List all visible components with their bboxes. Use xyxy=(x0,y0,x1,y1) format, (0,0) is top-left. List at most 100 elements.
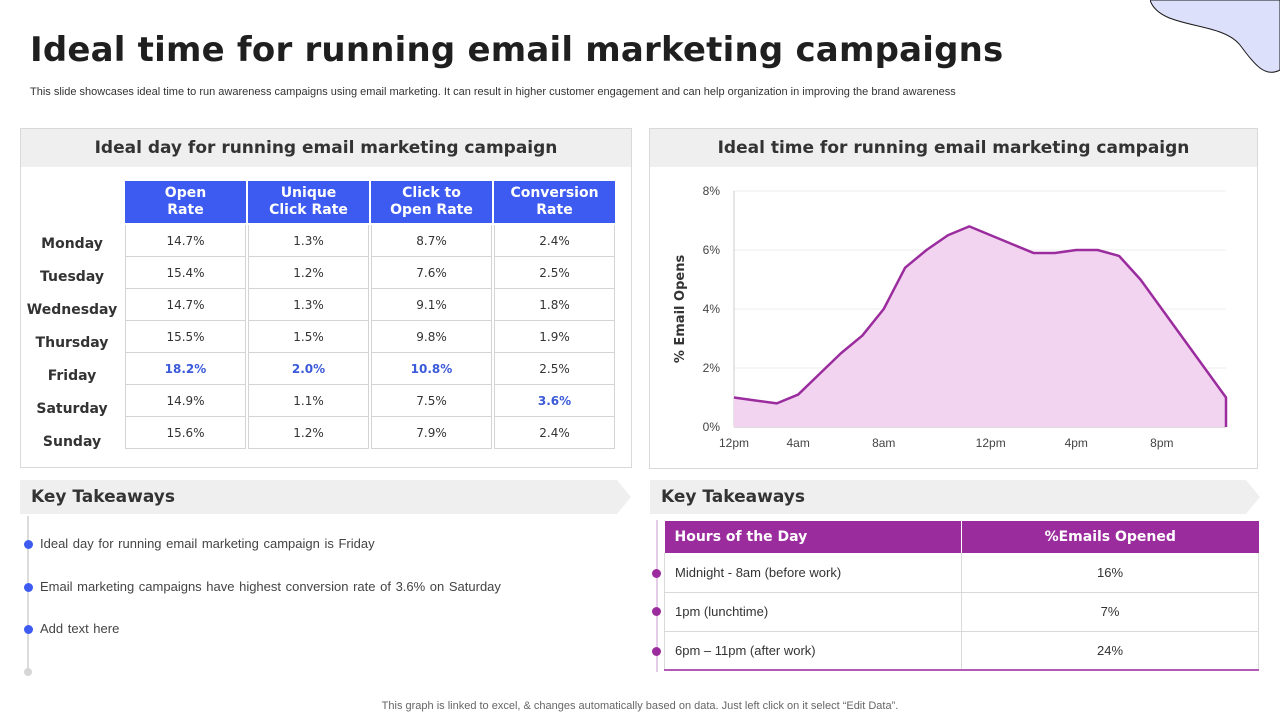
table-cell: 1.5% xyxy=(248,321,369,353)
table-cell: 2.4% xyxy=(494,417,615,449)
takeaway-item: Ideal day for running email marketing ca… xyxy=(40,536,375,551)
table-row: 14.7% 1.3% 8.7% 2.4% xyxy=(125,225,615,257)
table-cell: 1.9% xyxy=(494,321,615,353)
day-row-label: Monday xyxy=(41,235,103,252)
table-cell: 3.6% xyxy=(494,385,615,417)
table-cell: 7.6% xyxy=(371,257,492,289)
y-tick-label: 6% xyxy=(703,243,721,257)
table-cell: 15.5% xyxy=(125,321,246,353)
hours-column-header: Hours of the Day xyxy=(664,521,962,553)
day-row-label: Wednesday xyxy=(26,301,118,318)
table-cell: 9.1% xyxy=(371,289,492,321)
ideal-day-panel: Ideal day for running email marketing ca… xyxy=(20,128,632,468)
day-table-column-header: Unique Click Rate xyxy=(248,181,369,225)
y-tick-label: 4% xyxy=(703,302,721,316)
x-tick-label: 12pm xyxy=(719,436,749,450)
emails-opened-cell: 7% xyxy=(961,592,1259,632)
day-metrics-table: Open Rate Unique Click Rate Click to Open … xyxy=(123,181,617,449)
day-table-column-header: Conversion Rate xyxy=(494,181,615,225)
day-labels: Monday Tuesday Wednesday Thursday Friday Satu… xyxy=(21,227,123,458)
hours-bullet-dot xyxy=(652,607,661,616)
takeaways-right-banner: Key Takeaways xyxy=(650,480,1260,514)
table-cell: 2.5% xyxy=(494,257,615,289)
table-cell: 18.2% xyxy=(125,353,246,385)
table-cell: 1.2% xyxy=(248,417,369,449)
table-cell: 7.9% xyxy=(371,417,492,449)
hours-table: Hours of the Day %Emails Opened Midnight… xyxy=(664,521,1259,671)
table-cell: 1.2% xyxy=(248,257,369,289)
y-axis-label: % Email Opens xyxy=(673,255,688,364)
table-cell: 2.4% xyxy=(494,225,615,257)
day-table-column-header: Click to Open Rate xyxy=(371,181,492,225)
table-cell: 14.7% xyxy=(125,289,246,321)
area-fill xyxy=(734,226,1226,427)
corner-decoration xyxy=(1150,0,1280,73)
day-row-label: Saturday xyxy=(36,400,108,417)
emails-opened-cell: 16% xyxy=(961,553,1259,593)
takeaway-bullet-dot xyxy=(24,540,33,549)
table-cell: 14.7% xyxy=(125,225,246,257)
hours-bullet-dot xyxy=(652,647,661,656)
emails-opened-column-header: %Emails Opened xyxy=(961,521,1259,553)
y-tick-label: 0% xyxy=(703,420,721,434)
table-row: 15.6% 1.2% 7.9% 2.4% xyxy=(125,417,615,449)
table-cell: 7.5% xyxy=(371,385,492,417)
x-tick-label: 8am xyxy=(872,436,895,450)
table-cell: 8.7% xyxy=(371,225,492,257)
hours-bullet-dot xyxy=(652,569,661,578)
hours-timeline xyxy=(656,520,658,672)
table-cell: 1.8% xyxy=(494,289,615,321)
table-row: 6pm – 11pm (after work) 24% xyxy=(664,631,1259,671)
x-tick-label: 4pm xyxy=(1065,436,1088,450)
series-line xyxy=(733,225,1228,427)
day-row-label: Sunday xyxy=(42,433,102,450)
takeaway-bullet-dot xyxy=(24,625,33,634)
takeaways-left-banner: Key Takeaways xyxy=(20,480,631,514)
table-cell: 1.3% xyxy=(248,225,369,257)
table-row: 1pm (lunchtime) 7% xyxy=(664,592,1259,632)
table-row: Midnight - 8am (before work) 16% xyxy=(664,553,1259,593)
table-row: 14.7% 1.3% 9.1% 1.8% xyxy=(125,289,615,321)
hours-cell: 6pm – 11pm (after work) xyxy=(664,631,962,671)
table-cell: 9.8% xyxy=(371,321,492,353)
takeaways-left-title: Key Takeaways xyxy=(31,487,175,507)
day-row-label: Tuesday xyxy=(40,268,104,285)
table-cell: 2.0% xyxy=(248,353,369,385)
y-tick-label: 2% xyxy=(703,361,721,375)
emails-opened-cell: 24% xyxy=(961,631,1259,671)
hours-cell: 1pm (lunchtime) xyxy=(664,592,962,632)
email-opens-chart: 0% 2% 4% 6% 8% % Email Opens 12pm 4am 8am 12pm 4pm… xyxy=(673,184,1228,450)
table-row: 18.2% 2.0% 10.8% 2.5% xyxy=(125,353,615,385)
ideal-day-panel-header: Ideal day for running email marketing ca… xyxy=(21,129,631,167)
takeaway-bullet-dot xyxy=(24,583,33,592)
y-tick-label: 8% xyxy=(703,184,721,198)
table-cell: 14.9% xyxy=(125,385,246,417)
takeaways-right-banner-shape xyxy=(650,480,1260,514)
day-table-column-header: Open Rate xyxy=(125,181,246,225)
ideal-time-panel-header: Ideal time for running email marketing c… xyxy=(650,129,1257,167)
takeaway-item: Email marketing campaigns have highest c… xyxy=(40,579,501,594)
table-cell: 15.4% xyxy=(125,257,246,289)
ideal-time-panel: Ideal time for running email marketing c… xyxy=(649,128,1258,469)
page-title: Ideal time for running email marketing c… xyxy=(30,30,1004,70)
table-cell: 1.3% xyxy=(248,289,369,321)
footer-note: This graph is linked to excel, & changes… xyxy=(381,700,899,712)
table-row: 15.4% 1.2% 7.6% 2.5% xyxy=(125,257,615,289)
table-row: 14.9% 1.1% 7.5% 3.6% xyxy=(125,385,615,417)
timeline-end-dot xyxy=(24,668,32,676)
table-cell: 15.6% xyxy=(125,417,246,449)
takeaways-right-title: Key Takeaways xyxy=(661,487,805,507)
table-cell: 1.1% xyxy=(248,385,369,417)
table-cell: 2.5% xyxy=(494,353,615,385)
x-tick-label: 8pm xyxy=(1150,436,1173,450)
takeaways-left-banner-shape xyxy=(20,480,631,514)
day-row-label: Thursday xyxy=(35,334,109,351)
table-cell: 10.8% xyxy=(371,353,492,385)
x-tick-label: 12pm xyxy=(976,436,1006,450)
day-row-label: Friday xyxy=(47,367,97,384)
x-tick-label: 4am xyxy=(787,436,810,450)
takeaway-item: Add text here xyxy=(40,621,120,636)
takeaways-timeline xyxy=(27,516,29,672)
table-row: 15.5% 1.5% 9.8% 1.9% xyxy=(125,321,615,353)
page-subtitle: This slide showcases ideal time to run a… xyxy=(30,86,956,98)
